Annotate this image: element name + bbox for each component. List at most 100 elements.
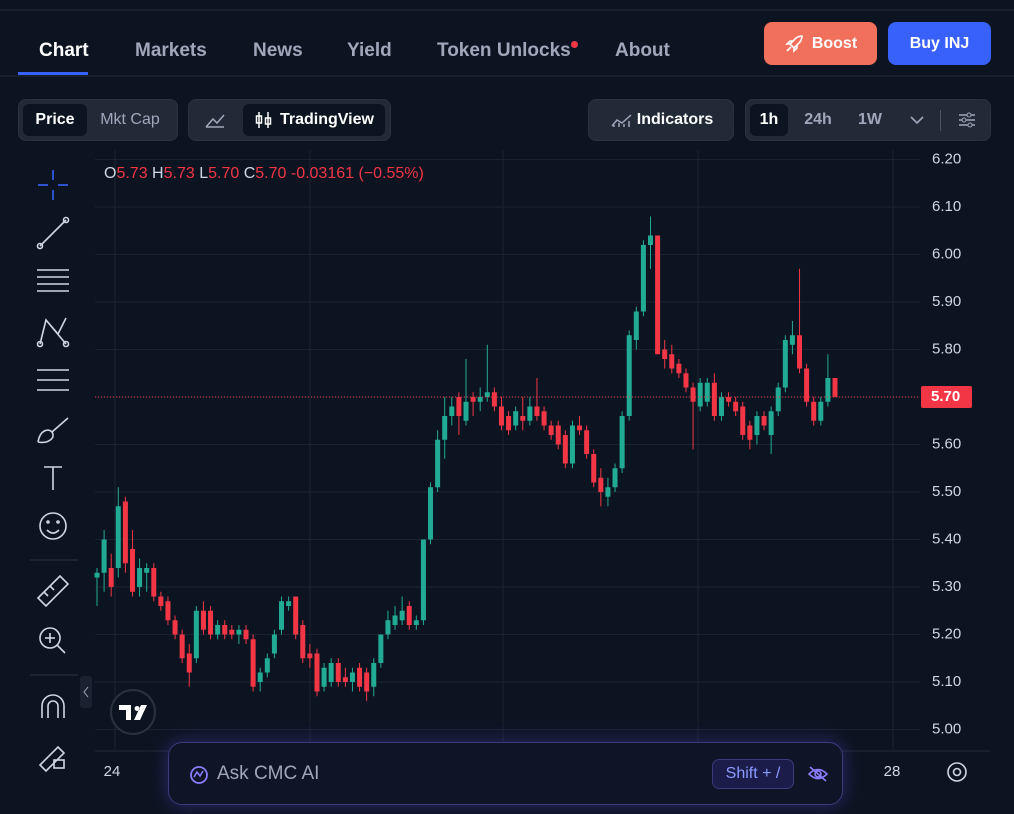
candle-body xyxy=(129,549,135,592)
candle-body xyxy=(690,387,696,402)
interval-dropdown[interactable] xyxy=(902,104,932,136)
candle-body xyxy=(804,368,810,402)
candle-body xyxy=(328,663,334,682)
last-price-badge xyxy=(921,386,972,408)
candle-body xyxy=(811,401,817,421)
candle-body xyxy=(215,625,221,635)
candle-body xyxy=(456,397,462,416)
drawing-tools[interactable] xyxy=(36,170,70,773)
settings-icon-core xyxy=(952,767,962,777)
candle-body xyxy=(428,487,434,540)
nav-tab[interactable]: Yield xyxy=(347,40,392,61)
candle-body xyxy=(562,435,568,464)
candle-body xyxy=(342,677,348,682)
candle-body xyxy=(392,615,398,625)
candle-body xyxy=(541,411,547,426)
chart-style-toggle: TradingView xyxy=(188,99,391,141)
candle-icon xyxy=(255,112,272,128)
y-tick-label: 6.00 xyxy=(932,245,961,262)
candle-body xyxy=(640,245,646,312)
candle-body xyxy=(825,378,831,402)
nav-tab[interactable]: News xyxy=(253,40,303,61)
interval-option[interactable]: 1W xyxy=(858,111,882,128)
candle-body xyxy=(818,401,824,421)
candle-body xyxy=(683,373,689,388)
metric-option[interactable]: Mkt Cap xyxy=(100,111,160,128)
collapse-toggle[interactable] xyxy=(80,676,92,708)
candle-body xyxy=(293,596,299,635)
candle-body xyxy=(782,340,788,388)
candle-body xyxy=(498,406,504,426)
candle-body xyxy=(747,425,753,440)
indicators-button[interactable]: Indicators xyxy=(588,99,734,141)
candle-body xyxy=(484,392,490,397)
candle-body xyxy=(357,667,363,687)
indicators-label: Indicators xyxy=(636,111,714,128)
candle-body xyxy=(137,568,143,587)
candle-body xyxy=(165,601,171,621)
nav-tab[interactable]: Token Unlocks xyxy=(437,40,571,61)
line-style-option[interactable] xyxy=(195,104,235,136)
toolbar-dividers xyxy=(30,559,78,676)
candle-style-option[interactable]: TradingView xyxy=(243,104,385,136)
y-tick-label: 5.90 xyxy=(932,293,961,310)
candle-body xyxy=(257,672,263,682)
candle-body xyxy=(463,401,469,421)
collapse-arrow xyxy=(83,686,89,698)
candle-body xyxy=(555,425,561,445)
chart-settings[interactable] xyxy=(950,104,984,136)
candle-body xyxy=(527,406,533,421)
candle-body xyxy=(300,625,306,659)
nav-tab[interactable]: Chart xyxy=(39,40,89,61)
nav-tab[interactable]: About xyxy=(615,40,670,61)
candle-body xyxy=(250,639,256,687)
interval-option[interactable]: 24h xyxy=(804,111,832,128)
candle-body xyxy=(286,601,292,606)
candle-body xyxy=(612,468,618,488)
candle-body xyxy=(754,416,760,435)
hide-icon[interactable] xyxy=(807,765,829,783)
candle-body xyxy=(470,397,476,402)
candle-body xyxy=(520,416,526,421)
notification-dot xyxy=(571,41,578,48)
candle-body xyxy=(704,382,710,402)
boost-button[interactable]: Boost xyxy=(764,22,877,65)
candle-body xyxy=(655,235,661,355)
candle-body xyxy=(449,406,455,416)
candle-body xyxy=(768,411,774,435)
ask-ai-bar[interactable]: Ask CMC AI Shift + / xyxy=(168,742,843,805)
indicators-icon xyxy=(611,114,632,127)
buy-button[interactable]: Buy INJ xyxy=(888,22,991,65)
candle-body xyxy=(208,610,214,635)
ohlc-key: L xyxy=(199,165,209,182)
sliders-icon xyxy=(959,112,975,128)
metric-option[interactable]: Price xyxy=(23,104,87,136)
divider xyxy=(940,110,941,131)
candle-body xyxy=(697,382,703,407)
nav-tab[interactable]: Markets xyxy=(135,40,207,61)
y-tick-label: 5.20 xyxy=(932,625,961,642)
y-tick-label: 6.20 xyxy=(932,150,961,167)
candle-body xyxy=(193,610,199,659)
y-tick-label: 5.40 xyxy=(932,530,961,547)
candle-body xyxy=(406,606,412,625)
ohlc-key: C xyxy=(243,165,256,182)
candle-body xyxy=(506,416,512,431)
candle-body xyxy=(761,416,767,426)
interval-option[interactable]: 1h xyxy=(750,104,788,136)
candle-body xyxy=(584,430,590,454)
candle-body xyxy=(477,397,483,402)
candle-body xyxy=(442,416,448,440)
candle-body xyxy=(740,406,746,435)
candle-body xyxy=(711,382,717,416)
candle-body xyxy=(491,392,497,407)
tradingview-logo[interactable] xyxy=(110,689,156,735)
settings-icon[interactable] xyxy=(947,762,967,782)
candle-body xyxy=(435,439,441,488)
ohlc-value: 5.70 xyxy=(255,165,287,182)
ohlc-key: H xyxy=(152,165,164,182)
candle-body xyxy=(598,477,604,492)
candle-body xyxy=(605,487,611,497)
indicators: Indicators xyxy=(605,104,719,136)
y-tick-label: 5.80 xyxy=(932,340,961,357)
